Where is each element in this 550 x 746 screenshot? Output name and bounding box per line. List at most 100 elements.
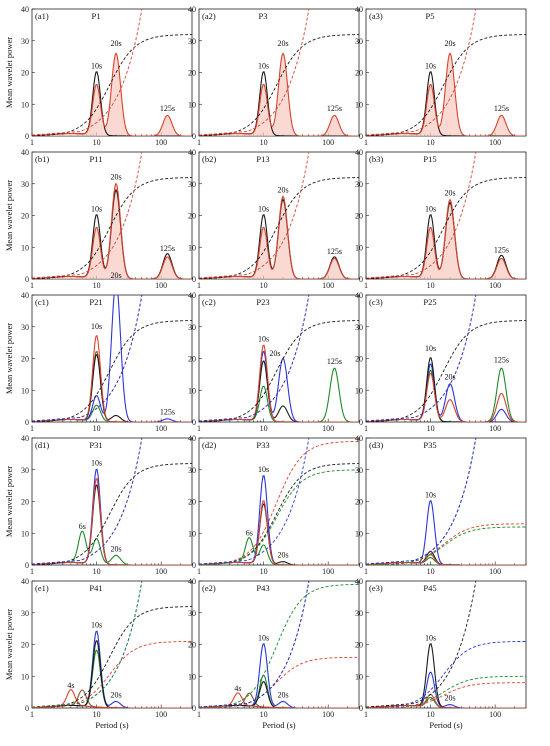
red-area-fill [32,183,192,279]
y-tick-label: 10 [21,100,29,109]
y-tick-label: 30 [188,466,196,475]
y-tick-label: 40 [21,148,29,157]
y-tick-label: 20 [188,69,196,78]
peak-annotation: 10s [91,61,102,70]
panel-title: P35 [423,440,436,450]
peak-annotation: 10s [258,633,269,642]
panel-frame [31,437,193,566]
x-tick-label: 10 [427,281,435,290]
y-tick-label: 30 [21,323,29,332]
red-area-fill [199,196,359,279]
peak-annotation: 20s [110,690,121,699]
y-tick-label: 40 [355,148,363,157]
x-axis-label: Period (s) [429,720,462,730]
y-tick-label: 40 [21,5,29,14]
series-red [366,553,526,565]
series-red [366,693,526,708]
peak-annotation: 20s [444,373,455,382]
panel-label: (a1) [35,11,49,21]
peak-annotation: 10s [425,204,436,213]
y-tick-label: 0 [192,418,196,427]
dashed-black [32,320,192,422]
peak-annotation: 20s [277,690,288,699]
y-tick-label: 40 [355,5,363,14]
y-tick-label: 20 [188,355,196,364]
peak-annotation: 6s [246,528,253,537]
x-tick-label: 10 [93,567,101,576]
y-tick-label: 10 [188,386,196,395]
dashed-green [199,583,359,708]
y-tick-label: 30 [355,466,363,475]
y-tick-label: 30 [188,609,196,618]
panel-title: P1 [92,11,101,21]
x-tick-label: 1 [197,710,201,719]
y-tick-label: 0 [359,561,363,570]
dashed-red [366,9,477,136]
x-tick-label: 100 [489,281,501,290]
y-tick-label: 30 [21,180,29,189]
x-tick-label: 100 [155,567,167,576]
panel-frame [198,294,360,423]
dashed-red [32,640,192,708]
dashed-black [199,34,359,136]
peak-annotation: 4s [67,681,74,690]
peak-annotation: 125s [494,355,509,364]
x-tick-label: 100 [489,424,501,433]
y-tick-label: 20 [21,641,29,650]
peak-annotation: 125s [327,247,342,256]
x-axis-label: Period (s) [262,720,295,730]
x-tick-label: 1 [364,710,368,719]
x-tick-label: 100 [322,710,334,719]
x-tick-label: 100 [322,424,334,433]
x-tick-label: 100 [489,710,501,719]
panel-title: P11 [90,154,103,164]
y-tick-label: 10 [21,529,29,538]
x-tick-label: 1 [364,281,368,290]
red-area-fill [199,53,359,136]
y-tick-label: 20 [355,641,363,650]
panel-label: (b2) [202,154,216,164]
dashed-green [366,526,526,565]
peak-annotation: 6s [79,522,86,531]
panel-p25: 0 10 20 30 40 1 10 100 10s 20s 125s (c3) P25 [355,291,527,433]
x-tick-label: 1 [30,281,34,290]
peak-annotation: 10s [258,465,269,474]
panel-label: (c3) [369,297,383,307]
panel-label: (e3) [369,583,383,593]
dashed-black [32,34,192,136]
panel-title: P23 [256,297,269,307]
panel-title: P33 [256,440,269,450]
dashed-blue [199,295,310,422]
panel-title: P3 [259,11,268,21]
panel-frame [31,580,193,709]
peak-annotation: 10s [91,459,102,468]
dashed-blue [366,640,526,708]
dashed-blue [366,295,477,422]
y-tick-label: 10 [21,243,29,252]
panel-label: (e1) [35,583,49,593]
y-tick-label: 30 [355,323,363,332]
x-tick-label: 10 [260,567,268,576]
panel-label: (c1) [35,297,49,307]
x-tick-label: 10 [93,424,101,433]
y-tick-label: 40 [21,577,29,586]
y-tick-label: 20 [188,212,196,221]
y-tick-label: 30 [21,37,29,46]
dashed-black [199,177,359,279]
x-tick-label: 1 [364,424,368,433]
y-axis-label: Mean wavelet power [4,180,14,251]
panel-p15: 0 10 20 30 40 1 10 100 10s 20s 125s (b3) P15 [355,148,527,290]
peak-annotation: 4s [234,684,241,693]
peak-annotation: 10s [425,633,436,642]
x-tick-label: 1 [197,138,201,147]
y-axis-label: Mean wavelet power [4,323,14,394]
y-tick-label: 40 [21,434,29,443]
y-tick-label: 10 [355,672,363,681]
peak-annotation: 20s [110,271,121,280]
y-tick-label: 30 [355,180,363,189]
x-tick-label: 10 [427,424,435,433]
